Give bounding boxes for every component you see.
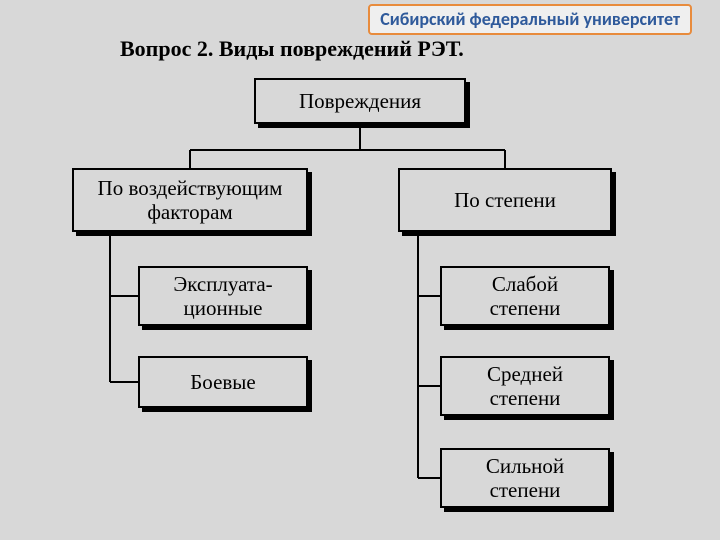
node-l2: Боевые [138, 356, 308, 408]
node-r3: Сильнойстепени [440, 448, 610, 508]
node-r2: Среднейстепени [440, 356, 610, 416]
node-label: Среднейстепени [487, 362, 563, 410]
node-label: Боевые [190, 370, 255, 394]
node-right: По степени [398, 168, 612, 232]
node-label: Слабойстепени [490, 272, 561, 320]
node-label: Повреждения [299, 89, 421, 113]
slide-title: Вопрос 2. Виды повреждений РЭТ. [120, 36, 464, 62]
node-r1: Слабойстепени [440, 266, 610, 326]
node-root: Повреждения [254, 78, 466, 124]
slide-stage: Сибирский федеральный университет Вопрос… [0, 0, 720, 540]
node-left: По воздействующимфакторам [72, 168, 308, 232]
node-label: По степени [454, 188, 556, 212]
node-label: Эксплуата-ционные [173, 272, 272, 320]
node-label: Сильнойстепени [486, 454, 564, 502]
node-l1: Эксплуата-ционные [138, 266, 308, 326]
node-label: По воздействующимфакторам [98, 176, 283, 224]
university-badge: Сибирский федеральный университет [368, 4, 692, 35]
